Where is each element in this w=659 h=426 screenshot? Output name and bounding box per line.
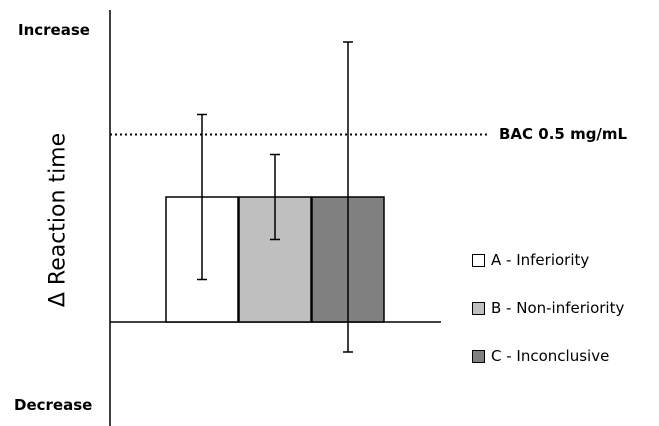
legend-item-b: B - Non-inferiority [472, 299, 624, 317]
bars-group [165, 41, 385, 353]
y-tick-decrease: Decrease [14, 396, 93, 414]
legend-swatch-c [472, 349, 485, 363]
legend-swatch-b [472, 301, 485, 315]
error-bar-a [197, 113, 207, 281]
legend-label-c: C - Inconclusive [491, 347, 610, 365]
error-bar-c [343, 41, 353, 353]
error-bar-b [270, 153, 280, 241]
legend-item-a: A - Inferiority [472, 251, 589, 269]
reference-line-label: BAC 0.5 mg/mL [499, 124, 628, 143]
y-axis-label: Δ Reaction time [45, 132, 71, 308]
legend-swatch-a [472, 253, 485, 267]
legend-label-b: B - Non-inferiority [491, 299, 625, 317]
legend-item-c: C - Inconclusive [472, 347, 609, 365]
legend-label-a: A - Inferiority [491, 251, 590, 269]
y-tick-increase: Increase [18, 21, 90, 39]
